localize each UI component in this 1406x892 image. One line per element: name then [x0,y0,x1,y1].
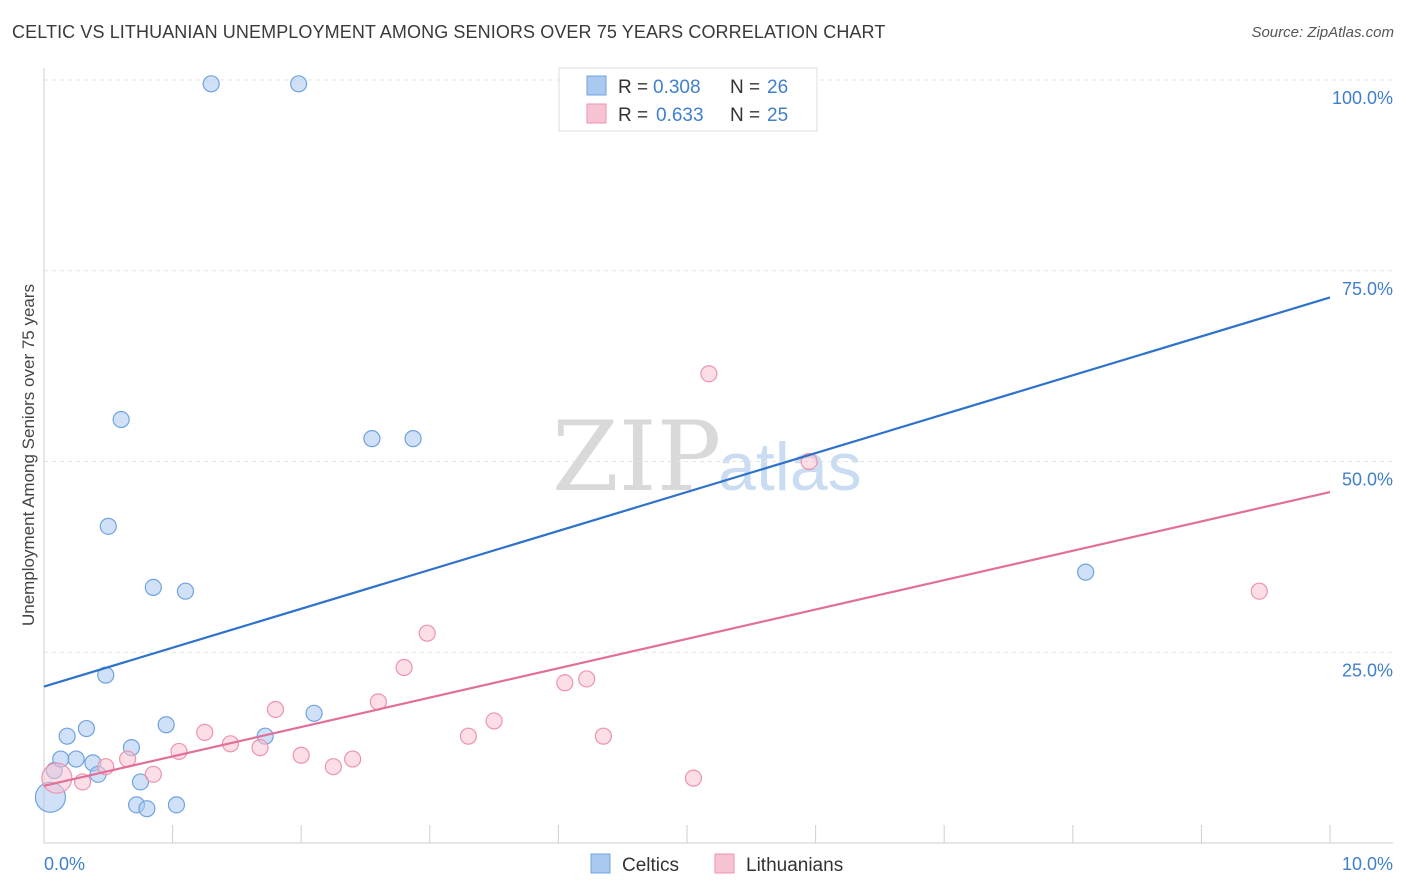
trend-lines [43,296,1331,787]
watermark-zip: ZIP [552,401,721,513]
y-tick-label-3: 100.0% [1332,88,1393,108]
y-tick-label-0: 25.0% [1342,660,1393,680]
bottom-legend-swatch-lithuanians [714,853,735,874]
lithuanians-point-14 [395,658,413,677]
y-tick-label-2: 75.0% [1342,279,1393,299]
lithuanians-point-11 [324,758,342,776]
correlation-legend: R = 0.308 N = 26 R = 0.633 N = 25 [558,67,818,132]
legend-n-label-lithuanians: N = [730,105,760,126]
celtics-point-14 [138,800,156,818]
lithuanians-point-4 [144,765,162,783]
lithuanians-point-16 [459,727,477,745]
celtics-point-3 [58,727,76,745]
series-legend: Celtics Lithuanians [590,853,843,876]
watermark: ZIP atlas [552,401,862,513]
celtics-point-19 [202,75,220,93]
legend-r-value-celtics: 0.308 [653,77,701,98]
celtics-point-23 [363,430,381,448]
lithuanians-trend-line [43,490,1331,787]
y-tick-labels: 25.0% 50.0% 75.0% 100.0% [1332,88,1393,680]
bottom-legend-label-celtics: Celtics [622,855,679,876]
legend-r-value-lithuanians: 0.633 [656,105,704,126]
gridlines [44,79,1393,653]
lithuanians-point-23 [800,452,818,471]
watermark-atlas: atlas [718,429,862,505]
axes [43,68,1393,844]
bottom-legend-swatch-celtics [590,853,611,874]
celtics-point-17 [167,796,186,814]
celtics-point-9 [99,517,117,535]
legend-swatch-lithuanians [586,103,607,124]
celtics-point-15 [144,578,162,596]
legend-r-label-celtics: R = [618,77,648,98]
lithuanians-point-17 [485,712,503,730]
source-label: Source: ZipAtlas.com [1251,24,1394,41]
bottom-legend-label-lithuanians: Lithuanians [746,855,843,876]
x-axis-ticks [172,825,1331,843]
lithuanians-point-19 [578,670,596,688]
lithuanians-point-10 [292,746,310,764]
celtics-point-13 [131,773,150,791]
celtics-point-10 [112,410,130,429]
lithuanians-point-22 [700,365,718,383]
lithuanians-point-20 [594,727,613,745]
celtics-point-18 [176,582,195,600]
lithuanians-point-18 [556,674,574,692]
celtics-point-21 [290,75,308,93]
y-axis-title: Unemployment Among Seniors over 75 years [19,284,38,626]
lithuanians-point-24 [1250,582,1268,600]
x-tick-label-max: 10.0% [1342,854,1393,874]
lithuanians-point-21 [684,769,703,787]
x-tick-label-min: 0.0% [44,854,85,874]
chart-title: CELTIC VS LITHUANIAN UNEMPLOYMENT AMONG … [12,22,886,42]
celtics-point-16 [157,716,175,734]
lithuanians-point-0 [41,762,73,794]
y-tick-label-1: 50.0% [1342,470,1393,490]
celtics-point-4 [67,750,85,768]
celtics-trend-line [43,296,1331,688]
legend-swatch-celtics [586,75,607,96]
lithuanians-point-9 [266,700,285,719]
legend-n-label-celtics: N = [730,77,760,98]
celtics-point-22 [305,704,323,722]
legend-n-value-lithuanians: 25 [767,105,788,126]
celtics-point-24 [404,430,422,448]
lithuanians-point-8 [251,739,269,757]
legend-r-label-lithuanians: R = [618,105,648,126]
celtics-point-25 [1077,563,1095,581]
legend-n-value-celtics: 26 [767,77,788,98]
celtics-point-5 [77,719,96,738]
lithuanians-point-12 [344,750,362,768]
lithuanians-point-15 [418,624,436,642]
lithuanians-point-6 [196,723,214,741]
